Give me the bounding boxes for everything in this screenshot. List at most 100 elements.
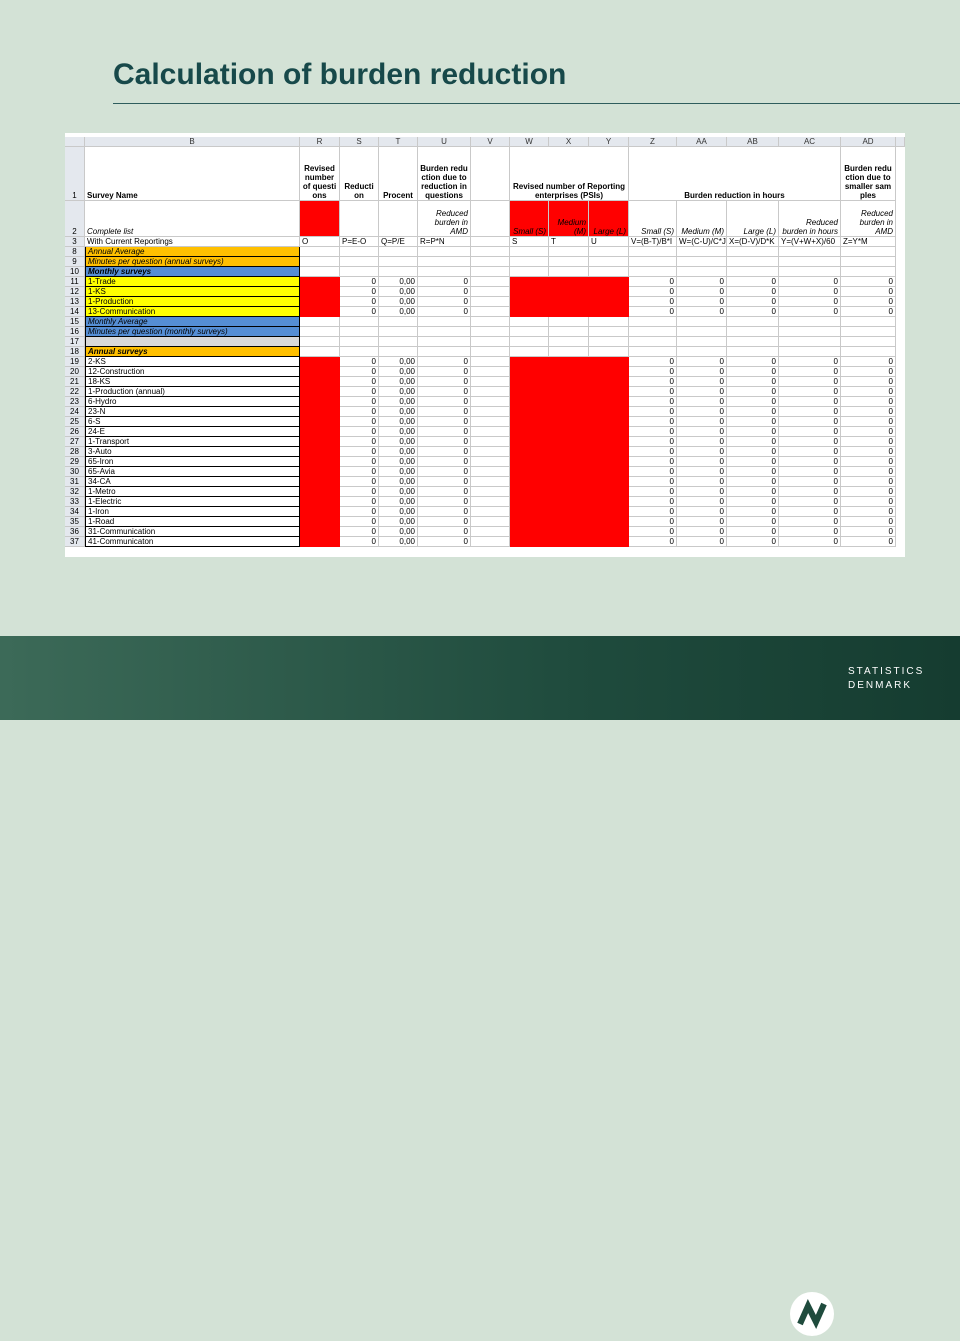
empty-cell (779, 257, 841, 267)
value-cell: 0,00 (379, 447, 418, 457)
survey-name: 65-Avia (85, 467, 300, 477)
value-cell: 0,00 (379, 297, 418, 307)
value-cell: 0 (629, 427, 677, 437)
empty-cell (510, 447, 549, 457)
empty-cell (300, 417, 340, 427)
empty-cell (549, 407, 589, 417)
empty-cell (589, 537, 629, 547)
empty-cell (340, 247, 379, 257)
empty-cell (549, 347, 589, 357)
value-cell: 0 (779, 477, 841, 487)
empty-cell (549, 397, 589, 407)
empty-cell (340, 317, 379, 327)
empty-cell (510, 487, 549, 497)
empty-cell (471, 417, 510, 427)
value-cell: 0 (340, 507, 379, 517)
value-cell: 0 (418, 427, 471, 437)
value-cell: 0 (629, 497, 677, 507)
survey-name: 6-S (85, 417, 300, 427)
empty-cell (629, 337, 677, 347)
value-cell: 0 (418, 507, 471, 517)
value-cell: 0 (340, 287, 379, 297)
value-cell: 0,00 (379, 407, 418, 417)
value-cell: 0 (727, 417, 779, 427)
row-header: 8 (65, 247, 85, 257)
row-header: 21 (65, 377, 85, 387)
empty-cell (589, 427, 629, 437)
value-cell: 0 (727, 287, 779, 297)
empty-cell (510, 317, 549, 327)
value-cell: 0 (418, 377, 471, 387)
value-cell: 0 (727, 437, 779, 447)
empty-cell (589, 467, 629, 477)
empty-cell (471, 447, 510, 457)
empty-cell (510, 267, 549, 277)
empty-cell (589, 347, 629, 357)
header-cell: With Current Reportings (85, 237, 300, 247)
empty-cell (300, 507, 340, 517)
value-cell: 0 (779, 517, 841, 527)
value-cell: 0 (677, 417, 727, 427)
row-header: 14 (65, 307, 85, 317)
empty-cell (549, 367, 589, 377)
value-cell: 0 (629, 507, 677, 517)
header-cell: Z=Y*M (841, 237, 896, 247)
empty-cell (300, 367, 340, 377)
value-cell: 0 (677, 467, 727, 477)
value-cell: 0 (629, 397, 677, 407)
header-cell: P=E-O (340, 237, 379, 247)
value-cell: 0 (727, 297, 779, 307)
value-cell: 0,00 (379, 367, 418, 377)
row-header: 35 (65, 517, 85, 527)
value-cell: 0 (629, 307, 677, 317)
value-cell: 0 (779, 417, 841, 427)
value-cell: 0,00 (379, 287, 418, 297)
header-cell: Large (L) (727, 201, 779, 237)
empty-cell (589, 437, 629, 447)
header-cell: Burden reduction due to reduction in que… (418, 147, 471, 201)
empty-cell (300, 257, 340, 267)
value-cell: 0 (629, 367, 677, 377)
empty-cell (379, 347, 418, 357)
empty-cell (300, 201, 340, 237)
empty-cell (589, 307, 629, 317)
value-cell: 0 (629, 377, 677, 387)
empty-cell (589, 477, 629, 487)
empty-cell (589, 527, 629, 537)
header-cell: T (549, 237, 589, 247)
value-cell: 0 (841, 277, 896, 287)
value-cell: 0 (727, 307, 779, 317)
empty-cell (471, 347, 510, 357)
value-cell: 0,00 (379, 307, 418, 317)
value-cell: 0,00 (379, 277, 418, 287)
value-cell: 0 (841, 297, 896, 307)
value-cell: 0 (629, 517, 677, 527)
header-cell: Large (L) (589, 201, 629, 237)
value-cell: 0 (418, 437, 471, 447)
empty-cell (379, 257, 418, 267)
row-header: 11 (65, 277, 85, 287)
value-cell: 0 (841, 387, 896, 397)
empty-cell (549, 527, 589, 537)
value-cell: 0 (418, 287, 471, 297)
row-header: 34 (65, 507, 85, 517)
empty-cell (589, 257, 629, 267)
value-cell: 0 (677, 497, 727, 507)
empty-cell (471, 517, 510, 527)
empty-cell (727, 327, 779, 337)
header-cell: Reduced burden in AMD (841, 201, 896, 237)
value-cell: 0 (727, 357, 779, 367)
empty-cell (549, 287, 589, 297)
value-cell: 0 (629, 417, 677, 427)
empty-cell (471, 377, 510, 387)
value-cell: 0,00 (379, 517, 418, 527)
empty-cell (727, 317, 779, 327)
survey-name: 65-Iron (85, 457, 300, 467)
value-cell: 0 (418, 417, 471, 427)
value-cell: 0 (841, 357, 896, 367)
header-cell: Reduced burden in hours (779, 201, 841, 237)
empty-cell (589, 497, 629, 507)
row-header: 32 (65, 487, 85, 497)
row-header: 27 (65, 437, 85, 447)
survey-name: Annual surveys (85, 347, 300, 357)
